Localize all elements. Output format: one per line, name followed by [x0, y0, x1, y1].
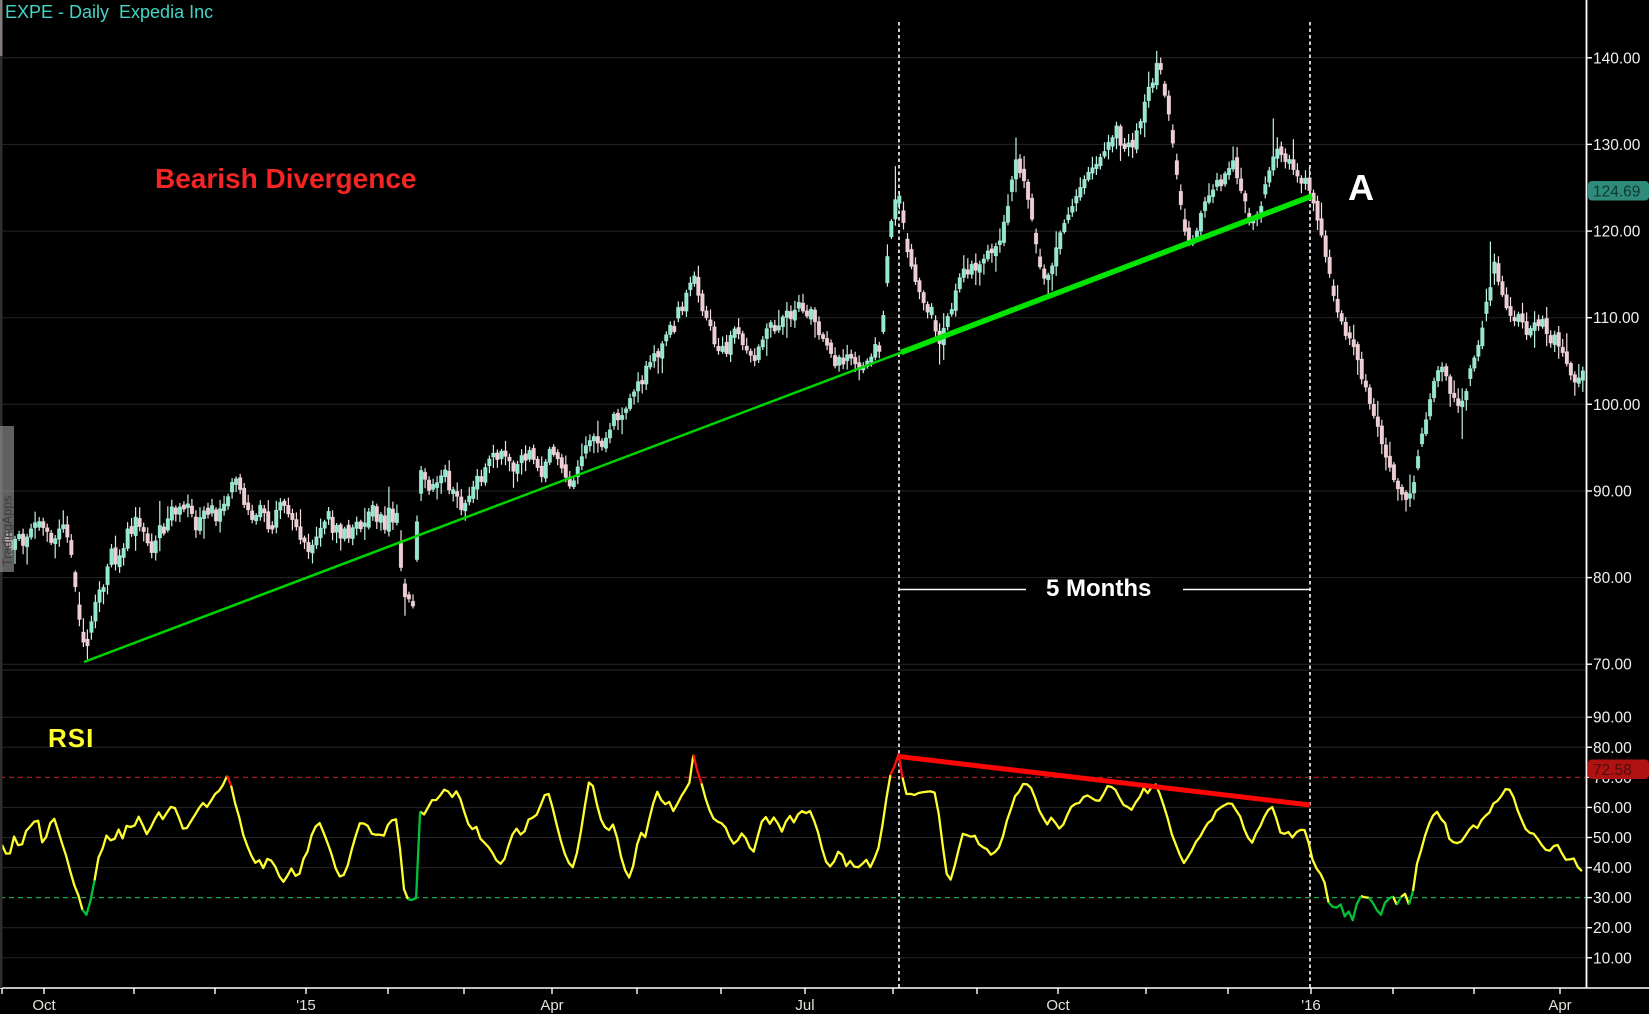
svg-text:A: A	[1348, 167, 1374, 208]
svg-text:130.00: 130.00	[1593, 137, 1641, 154]
svg-text:30.00: 30.00	[1593, 890, 1632, 907]
svg-text:5 Months: 5 Months	[1046, 575, 1151, 602]
svg-text:140.00: 140.00	[1593, 50, 1641, 67]
svg-text:EXPE - Daily Expedia Inc: EXPE - Daily Expedia Inc	[5, 2, 213, 22]
svg-text:Jul: Jul	[795, 997, 814, 1014]
svg-text:124.69: 124.69	[1593, 184, 1640, 201]
svg-text:70.00: 70.00	[1593, 657, 1632, 674]
svg-text:Apr: Apr	[1548, 997, 1571, 1014]
svg-text:Oct: Oct	[32, 997, 56, 1014]
svg-text:Oct: Oct	[1046, 997, 1070, 1014]
svg-text:Apr: Apr	[540, 997, 563, 1014]
svg-text:'15: '15	[296, 997, 316, 1014]
svg-text:80.00: 80.00	[1593, 570, 1632, 587]
svg-text:72.58: 72.58	[1593, 762, 1632, 779]
svg-text:110.00: 110.00	[1593, 310, 1640, 327]
svg-text:80.00: 80.00	[1593, 740, 1632, 757]
svg-text:Bearish Divergence: Bearish Divergence	[155, 163, 416, 194]
svg-text:RSI: RSI	[48, 723, 94, 753]
svg-text:90.00: 90.00	[1593, 710, 1632, 727]
svg-text:TradingApps: TradingApps	[1, 496, 15, 566]
svg-text:100.00: 100.00	[1593, 397, 1641, 414]
svg-text:50.00: 50.00	[1593, 830, 1632, 847]
svg-text:90.00: 90.00	[1593, 484, 1632, 501]
svg-text:20.00: 20.00	[1593, 920, 1632, 937]
svg-text:120.00: 120.00	[1593, 224, 1641, 241]
svg-text:40.00: 40.00	[1593, 860, 1632, 877]
svg-text:10.00: 10.00	[1593, 950, 1632, 967]
svg-text:60.00: 60.00	[1593, 800, 1632, 817]
svg-text:'16: '16	[1301, 997, 1321, 1014]
